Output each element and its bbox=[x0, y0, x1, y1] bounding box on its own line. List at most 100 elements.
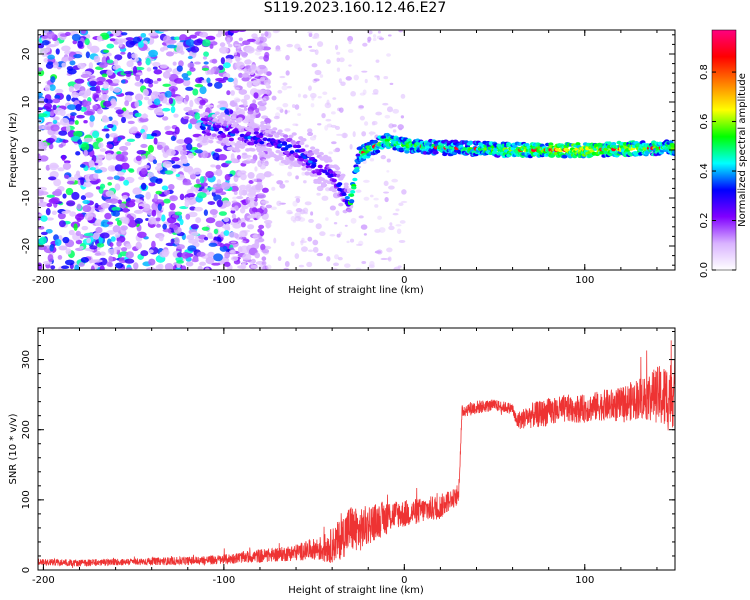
heatmap-ridge-point bbox=[249, 141, 255, 146]
heatmap-ridge-point bbox=[340, 173, 346, 178]
heatmap-speckle bbox=[53, 178, 62, 187]
heatmap-speckle bbox=[102, 100, 112, 107]
heatmap-speckle bbox=[285, 54, 290, 61]
heatmap-speckle bbox=[39, 47, 49, 55]
heatmap-speckle bbox=[256, 66, 260, 72]
heatmap-speckle bbox=[241, 76, 250, 82]
heatmap-speckle bbox=[344, 263, 351, 268]
heatmap-speckle bbox=[179, 34, 188, 42]
heatmap-speckle bbox=[120, 247, 128, 252]
heatmap-speckle bbox=[363, 179, 370, 183]
heatmap-speckle bbox=[57, 212, 66, 220]
heatmap-speckle bbox=[333, 262, 339, 267]
heatmap-speckle bbox=[256, 181, 263, 185]
heatmap-speckle bbox=[84, 38, 90, 46]
heatmap-speckle bbox=[84, 212, 94, 221]
heatmap-speckle bbox=[299, 240, 307, 244]
heatmap-speckle bbox=[151, 209, 157, 217]
heatmap-speckle bbox=[372, 37, 377, 42]
heatmap-speckle bbox=[292, 123, 298, 126]
heatmap-speckle bbox=[109, 198, 119, 204]
heatmap-ridge-point bbox=[207, 121, 213, 126]
heatmap-speckle bbox=[109, 242, 114, 247]
heatmap-speckle bbox=[325, 118, 332, 122]
heatmap-speckle bbox=[240, 222, 246, 228]
heatmap-speckle bbox=[263, 171, 272, 178]
heatmap-ridge-point bbox=[250, 148, 256, 152]
heatmap-speckle bbox=[61, 210, 70, 215]
heatmap-speckle bbox=[95, 186, 101, 190]
heatmap-ridge-point bbox=[274, 134, 280, 138]
heatmap-ridge-point bbox=[249, 121, 255, 125]
heatmap-speckle bbox=[134, 209, 141, 214]
heatmap-speckle bbox=[138, 117, 149, 123]
heatmap-speckle bbox=[54, 188, 62, 197]
heatmap-speckle bbox=[140, 143, 148, 149]
heatmap-speckle bbox=[182, 78, 191, 87]
heatmap-speckle bbox=[168, 211, 175, 215]
heatmap-ridge-point bbox=[240, 143, 246, 147]
heatmap-speckle bbox=[379, 37, 385, 41]
heatmap-speckle bbox=[134, 66, 145, 71]
heatmap-speckle bbox=[207, 232, 213, 239]
heatmap-ridge-point bbox=[216, 140, 223, 144]
heatmap-speckle bbox=[113, 175, 120, 180]
heatmap-speckle bbox=[149, 104, 159, 109]
heatmap-speckle bbox=[83, 120, 88, 124]
heatmap-speckle bbox=[274, 30, 281, 33]
heatmap-ridge-point bbox=[670, 144, 675, 148]
heatmap-speckle bbox=[73, 223, 78, 231]
heatmap-x-axis-label: Height of straight line (km) bbox=[288, 285, 424, 296]
heatmap-speckle bbox=[147, 135, 155, 140]
heatmap-speckle bbox=[147, 98, 153, 106]
heatmap-speckle bbox=[231, 256, 239, 262]
heatmap-speckle bbox=[400, 115, 405, 119]
heatmap-speckle bbox=[188, 170, 194, 175]
heatmap-speckle bbox=[335, 210, 340, 216]
heatmap-speckle bbox=[71, 92, 80, 99]
heatmap-ridge-point bbox=[288, 134, 294, 139]
heatmap-speckle bbox=[239, 184, 247, 190]
heatmap-speckle bbox=[307, 249, 314, 252]
heatmap-speckle bbox=[171, 164, 181, 169]
heatmap-speckle bbox=[133, 199, 143, 203]
heatmap-speckle bbox=[45, 126, 51, 131]
heatmap-speckle bbox=[189, 118, 198, 125]
heatmap-speckle bbox=[377, 30, 381, 34]
heatmap-speckle bbox=[135, 241, 142, 250]
heatmap-speckle bbox=[65, 248, 72, 255]
heatmap-speckle bbox=[321, 113, 326, 119]
heatmap-speckle bbox=[401, 189, 407, 195]
heatmap-speckle bbox=[199, 31, 209, 38]
heatmap-speckle bbox=[184, 199, 190, 208]
heatmap-speckle bbox=[234, 44, 240, 47]
heatmap-speckle bbox=[194, 149, 203, 154]
heatmap-speckle bbox=[48, 143, 54, 150]
heatmap-speckle bbox=[339, 57, 345, 63]
heatmap-speckle bbox=[192, 167, 202, 175]
heatmap-speckle bbox=[372, 34, 377, 38]
heatmap-speckle bbox=[124, 141, 132, 146]
heatmap-ridge-point bbox=[260, 120, 266, 125]
heatmap-speckle bbox=[302, 94, 308, 99]
heatmap-speckle bbox=[140, 155, 147, 160]
heatmap-speckle bbox=[96, 242, 105, 248]
heatmap-speckle bbox=[181, 72, 189, 79]
heatmap-speckle bbox=[392, 129, 397, 133]
heatmap-speckle bbox=[75, 151, 81, 156]
heatmap-ridge-point bbox=[246, 131, 252, 135]
heatmap-speckle bbox=[250, 265, 259, 269]
heatmap-speckle bbox=[337, 256, 343, 261]
heatmap-speckle bbox=[65, 187, 74, 196]
heatmap-speckle bbox=[41, 35, 48, 39]
heatmap-speckle bbox=[93, 173, 99, 179]
heatmap-ridge-point bbox=[224, 127, 230, 132]
heatmap-speckle bbox=[96, 178, 101, 183]
heatmap-speckle bbox=[301, 171, 306, 176]
heatmap-speckle bbox=[125, 243, 132, 250]
heatmap-speckle bbox=[39, 197, 44, 203]
heatmap-speckle bbox=[295, 175, 299, 180]
heatmap-ridge-point bbox=[354, 168, 360, 173]
heatmap-speckle bbox=[68, 229, 75, 236]
heatmap-speckle bbox=[153, 137, 158, 145]
